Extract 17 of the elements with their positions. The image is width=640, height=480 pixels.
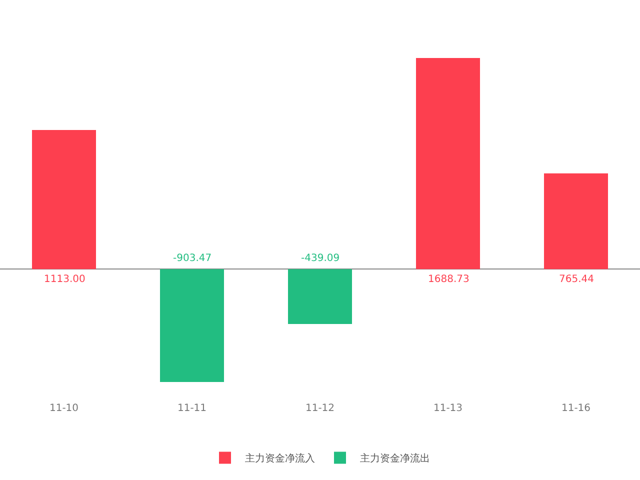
bar <box>32 130 96 270</box>
data-label: 1688.73 <box>428 274 470 285</box>
legend-label: 主力资金净流出 <box>360 452 430 465</box>
x-tick-label: 11-10 <box>49 403 79 414</box>
data-label: -903.47 <box>173 253 212 264</box>
x-tick-label: 11-13 <box>433 403 463 414</box>
bar <box>544 173 608 270</box>
bar <box>160 269 224 382</box>
legend-label: 主力资金净流入 <box>245 452 315 465</box>
x-tick-label: 11-12 <box>305 403 335 414</box>
bar <box>416 58 480 270</box>
x-tick-label: 11-16 <box>561 403 591 414</box>
data-label: 1113.00 <box>44 274 86 285</box>
data-label: -439.09 <box>301 253 340 264</box>
x-tick-label: 11-11 <box>177 403 207 414</box>
bar <box>288 269 352 324</box>
data-label: 765.44 <box>559 274 594 285</box>
